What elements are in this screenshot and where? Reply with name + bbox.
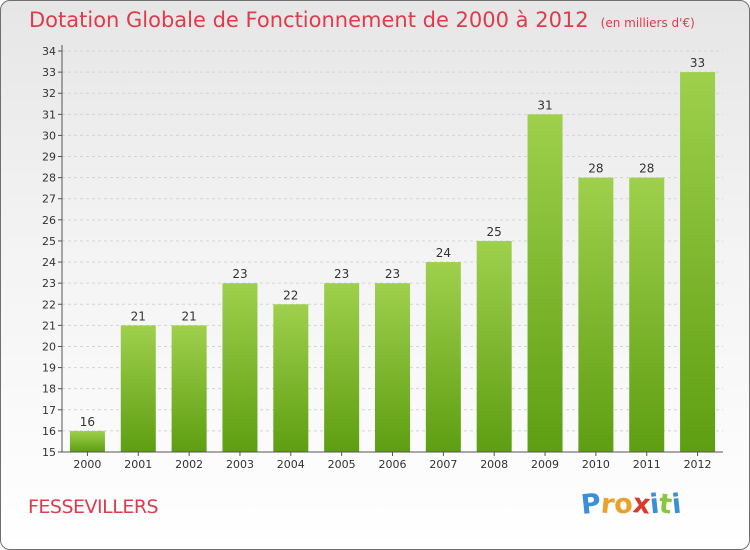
bar — [120, 325, 156, 452]
logo-letter: i — [670, 488, 684, 521]
bar — [171, 325, 207, 452]
y-tick-label: 32 — [42, 87, 56, 100]
y-tick-label: 19 — [42, 362, 56, 375]
y-tick-label: 33 — [42, 66, 56, 79]
x-tick-label: 2004 — [277, 458, 305, 471]
x-tick-label: 2002 — [175, 458, 203, 471]
data-label: 22 — [283, 288, 298, 302]
bar — [222, 283, 258, 452]
commune-name: FESSEVILLERS — [28, 496, 159, 518]
data-label: 21 — [181, 309, 196, 323]
y-tick-label: 28 — [42, 172, 56, 185]
x-tick-label: 2006 — [379, 458, 407, 471]
y-tick-label: 20 — [42, 340, 56, 353]
data-label: 21 — [131, 309, 146, 323]
x-tick-label: 2003 — [226, 458, 254, 471]
data-label: 31 — [537, 98, 552, 112]
x-tick-label: 2011 — [633, 458, 661, 471]
y-tick-label: 26 — [42, 214, 56, 227]
bar — [425, 262, 461, 452]
bar — [273, 304, 309, 452]
x-tick-label: 2005 — [328, 458, 356, 471]
bar — [578, 177, 614, 452]
bar — [69, 430, 105, 452]
chart-unit-note: (en milliers d'€) — [600, 16, 695, 30]
y-tick-label: 27 — [42, 193, 56, 206]
y-tick-label: 23 — [42, 277, 56, 290]
data-label: 33 — [690, 56, 705, 70]
y-tick-label: 18 — [42, 383, 56, 396]
bar — [527, 114, 563, 452]
data-label: 23 — [334, 267, 349, 281]
y-tick-label: 24 — [42, 256, 56, 269]
y-axis-ticks: 15 16 17 18 19 20 21 22 23 24 25 26 27 28 29 30 31 32 33 34 — [42, 45, 62, 459]
chart-title: Dotation Globale de Fonctionnement de 20… — [29, 8, 695, 32]
bars: 16 21 21 23 22 23 23 24 25 31 28 28 33 — [69, 56, 716, 453]
x-tick-label: 2001 — [124, 458, 152, 471]
x-tick-label: 2010 — [582, 458, 610, 471]
bar — [476, 240, 512, 452]
y-tick-label: 17 — [42, 404, 56, 417]
data-label: 16 — [80, 415, 95, 429]
data-label: 28 — [639, 162, 654, 176]
y-tick-label: 21 — [42, 319, 56, 332]
y-tick-label: 31 — [42, 108, 56, 121]
x-tick-label: 2007 — [429, 458, 457, 471]
data-label: 24 — [436, 246, 451, 260]
data-label: 23 — [232, 267, 247, 281]
x-tick-label: 2009 — [531, 458, 559, 471]
y-tick-label: 22 — [42, 298, 56, 311]
bar — [680, 72, 716, 453]
y-tick-label: 16 — [42, 425, 56, 438]
data-label: 28 — [588, 162, 603, 176]
x-tick-label: 2008 — [480, 458, 508, 471]
y-tick-label: 29 — [42, 151, 56, 164]
bar — [629, 177, 665, 452]
bar — [375, 283, 410, 452]
chart-title-text: Dotation Globale de Fonctionnement de 20… — [29, 8, 589, 32]
data-label: 25 — [487, 225, 502, 239]
axes — [61, 45, 723, 453]
proxiti-logo: Proxiti — [579, 488, 684, 521]
y-tick-label: 25 — [42, 235, 56, 248]
data-label: 23 — [385, 267, 400, 281]
x-axis-ticks: 2000 2001 2002 2003 2004 2005 2006 2007 2008 2009… — [73, 452, 712, 471]
y-tick-label: 15 — [42, 446, 56, 459]
y-tick-label: 30 — [42, 129, 56, 142]
x-tick-label: 2000 — [73, 458, 101, 471]
bar — [324, 283, 360, 452]
x-tick-label: 2012 — [684, 458, 712, 471]
y-tick-label: 34 — [42, 45, 56, 58]
